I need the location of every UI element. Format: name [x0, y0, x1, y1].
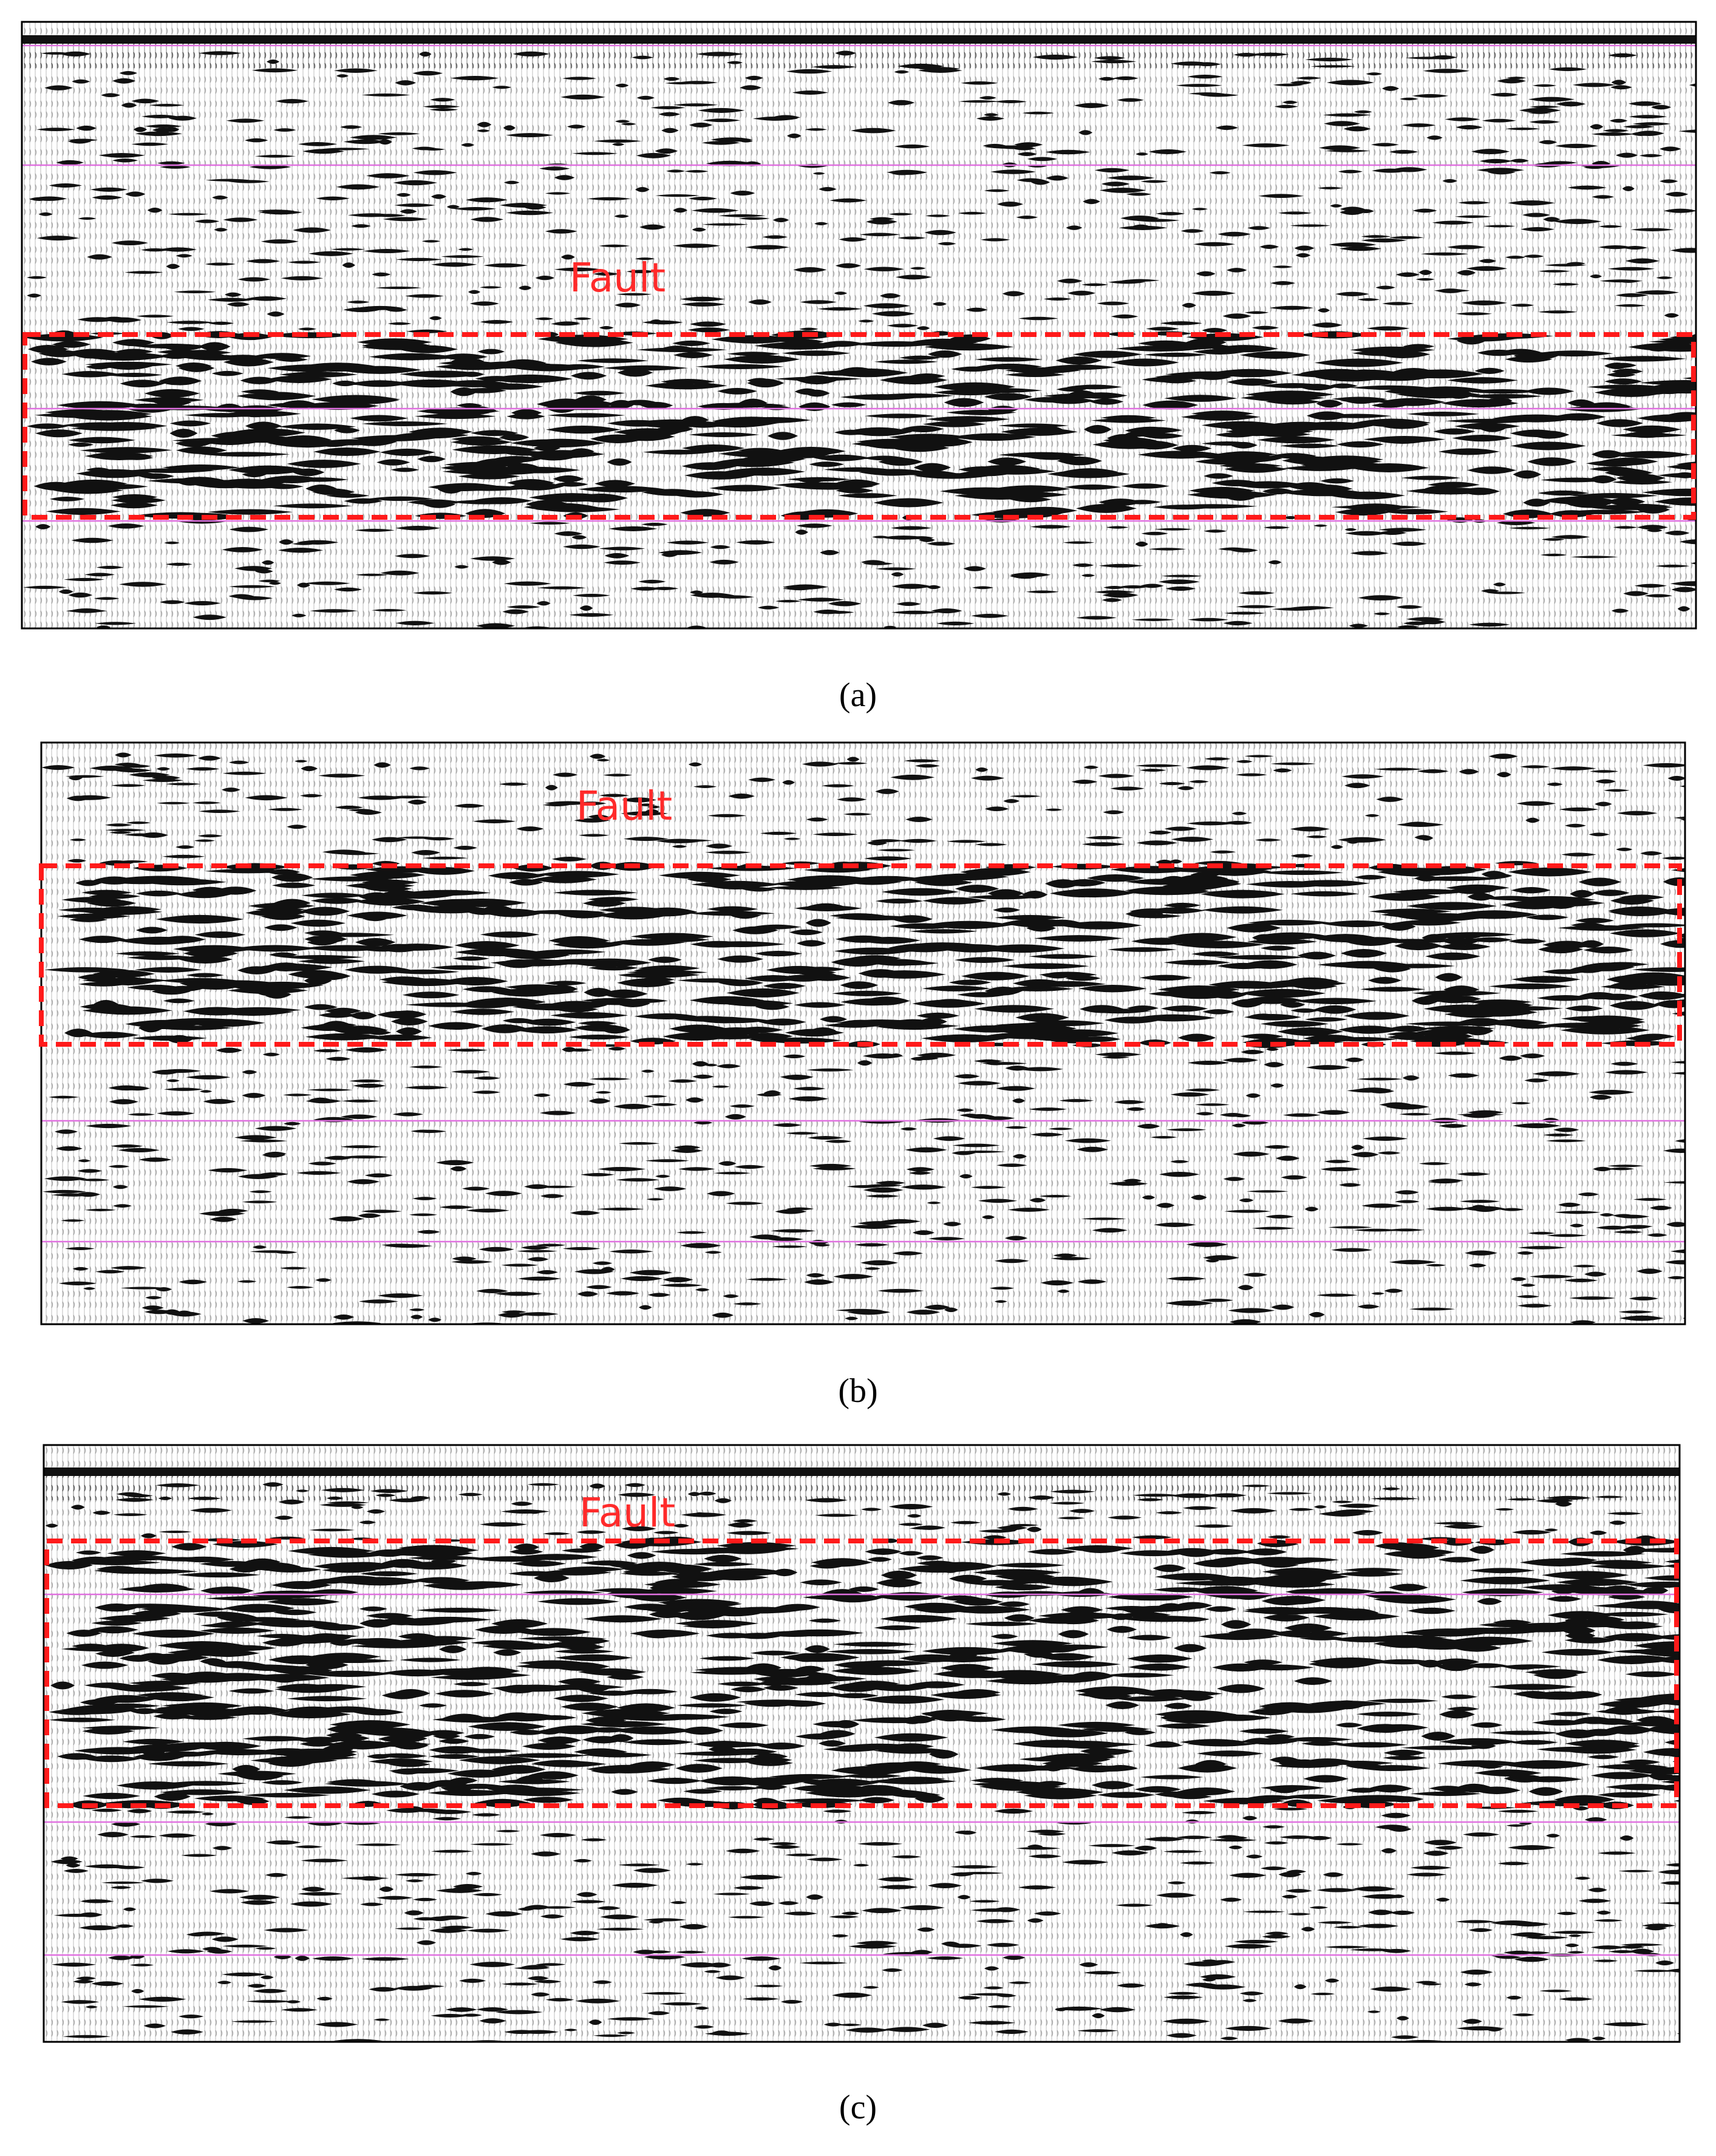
seismic-panel: Fault (a) [21, 21, 1697, 714]
fault-box [39, 863, 1682, 1047]
top-reflector-fringe [22, 44, 1696, 68]
panel-caption: (c) [839, 2089, 877, 2126]
seismic-section [41, 743, 1685, 1324]
seismic-section [44, 1445, 1680, 2042]
seismic-panel: Fault (b) [39, 741, 1686, 1410]
panel-border [21, 21, 1697, 630]
panel-caption: (a) [839, 676, 877, 714]
seismic-panel: Fault (c) [43, 1444, 1681, 2126]
top-reflector [22, 35, 1696, 44]
fault-box [22, 332, 1696, 520]
fault-label: Fault [579, 1489, 675, 1536]
seismic-section [22, 22, 1696, 628]
fault-label: Fault [576, 783, 672, 829]
reflection-events [44, 1482, 1680, 2042]
panel-caption: (b) [838, 1372, 877, 1410]
top-reflector-fringe [44, 1476, 1680, 1500]
reflection-events [23, 50, 1696, 628]
fault-box [44, 1539, 1679, 1808]
trace-texture [22, 22, 1696, 628]
fault-label: Fault [570, 254, 666, 301]
top-reflector [44, 1467, 1680, 1476]
trace-texture [44, 1445, 1680, 2042]
panel-border [40, 741, 1686, 1325]
panel-border [43, 1444, 1681, 2043]
reflection-events [41, 752, 1685, 1324]
